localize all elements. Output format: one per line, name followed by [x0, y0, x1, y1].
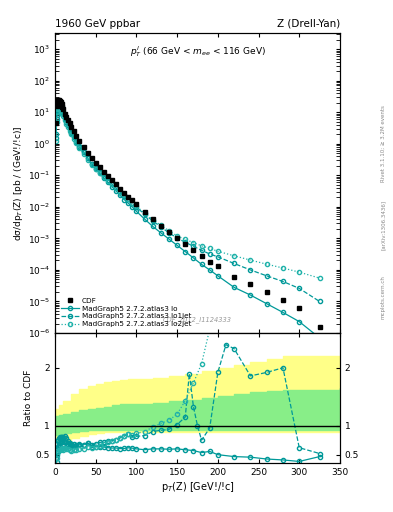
Text: Rivet 3.1.10; ≥ 3.2M events: Rivet 3.1.10; ≥ 3.2M events — [381, 105, 386, 182]
Text: CDF_2012_I1124333: CDF_2012_I1124333 — [163, 316, 232, 323]
Text: Z (Drell-Yan): Z (Drell-Yan) — [277, 19, 340, 29]
Y-axis label: Ratio to CDF: Ratio to CDF — [24, 370, 33, 426]
Text: mcplots.cern.ch: mcplots.cern.ch — [381, 275, 386, 319]
Text: 1960 GeV ppbar: 1960 GeV ppbar — [55, 19, 140, 29]
Text: $p_T^l$ (66 GeV < $m_{ee}$ < 116 GeV): $p_T^l$ (66 GeV < $m_{ee}$ < 116 GeV) — [130, 44, 265, 59]
Y-axis label: dσ/dp$_{T}$(Z) [pb / (GeV!/!c)]: dσ/dp$_{T}$(Z) [pb / (GeV!/!c)] — [12, 125, 25, 241]
Legend: CDF, MadGraph5 2.7.2.atlas3 lo, MadGraph5 2.7.2.atlas3 lo1jet, MadGraph5 2.7.2.a: CDF, MadGraph5 2.7.2.atlas3 lo, MadGraph… — [59, 295, 193, 329]
X-axis label: p$_{T}$(Z) [GeV!/!c]: p$_{T}$(Z) [GeV!/!c] — [161, 480, 234, 494]
Text: [arXiv:1306.3436]: [arXiv:1306.3436] — [381, 200, 386, 250]
